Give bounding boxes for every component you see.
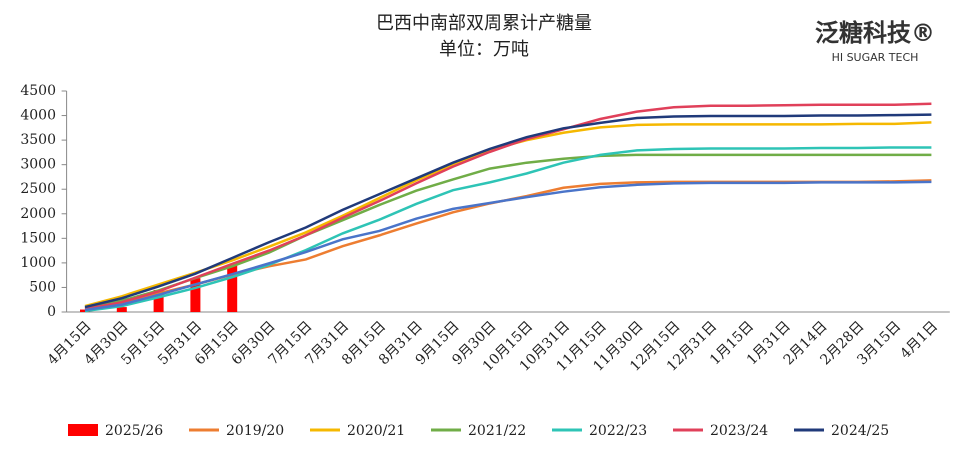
y-tick-label: 500 (29, 279, 56, 295)
chart-subtitle: 单位：万吨 (439, 39, 529, 60)
legend-label: 2021/22 (468, 423, 526, 439)
y-tick-label: 2500 (20, 181, 56, 197)
y-tick-label: 4000 (20, 108, 56, 124)
bar (116, 307, 127, 312)
line (84, 102, 932, 311)
y-tick-label: 3000 (20, 157, 56, 173)
legend-label: 2022/23 (589, 423, 647, 439)
bar (227, 265, 238, 312)
y-tick-label: 1500 (20, 230, 56, 246)
line (84, 180, 932, 312)
bar (153, 289, 164, 312)
x-tick-label: 4月1日 (897, 318, 941, 362)
line (84, 153, 932, 310)
legend-label: 2023/24 (710, 423, 768, 439)
logo-tagline: HI SUGAR TECH (832, 51, 919, 64)
legend-label: 2020/21 (347, 423, 405, 439)
legend-label: 2025/26 (105, 423, 163, 439)
line (84, 113, 932, 309)
y-tick-label: 0 (47, 304, 56, 320)
legend-swatch (68, 424, 98, 436)
y-tick-label: 2000 (20, 206, 56, 222)
legend-label: 2019/20 (226, 423, 284, 439)
bar (190, 278, 201, 312)
y-tick-label: 4500 (20, 83, 56, 99)
logo: 泛糖科技® (815, 19, 935, 47)
y-tick-label: 1000 (20, 255, 56, 271)
chart-title: 巴西中南部双周累计产糖量 (376, 13, 592, 34)
line (84, 146, 932, 313)
y-tick-label: 3500 (20, 132, 56, 148)
line (84, 121, 932, 308)
legend-label: 2024/25 (831, 423, 889, 439)
